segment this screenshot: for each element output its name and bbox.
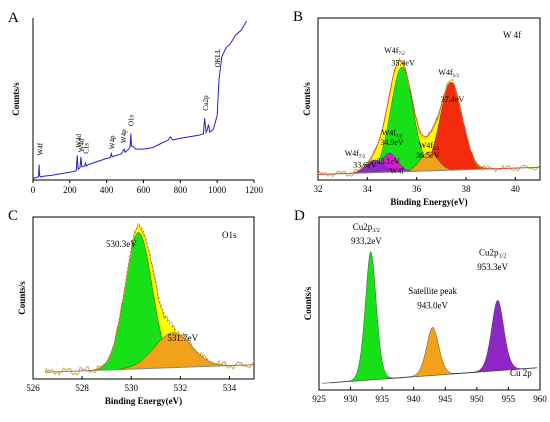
x-tick-label: 925 (312, 394, 326, 404)
x-tick-label: 32 (314, 184, 323, 194)
x-tick-label: 945 (439, 394, 453, 404)
peak-label: 37.4eV (441, 95, 465, 104)
peak-label: Cu2p1/2 (479, 247, 506, 259)
envelope-fit-line (318, 59, 540, 175)
panel-label: C (8, 208, 18, 224)
survey-spectrum-line (32, 20, 248, 179)
plot-frame (317, 17, 541, 181)
x-tick-label: 960 (533, 394, 547, 404)
peak-annotation: C1s (82, 143, 90, 154)
x-tick-label: 400 (100, 185, 114, 195)
plot-frame (32, 216, 255, 380)
panel-a-survey-spectrum: A0 200 400 600 800 1000 1200Counts/sW4fW4dW4dC… (8, 10, 264, 195)
x-tick-label: 38 (462, 184, 472, 194)
panel-label: A (8, 10, 19, 26)
y-axis-label: Counts/s (302, 82, 312, 116)
x-tick-label: 950 (470, 394, 484, 404)
x-tick-label: 526 (26, 383, 40, 393)
x-tick-label: 534 (223, 383, 237, 393)
fitted-peak-area (452, 300, 537, 375)
x-tick-label: 955 (502, 394, 516, 404)
peak-label: W4f7/2 (384, 46, 405, 57)
raw-data-line (44, 223, 255, 377)
peak-label: W4f7/2 (345, 149, 366, 160)
x-tick-label: 1200 (245, 185, 264, 195)
panel-b-w4f-spectrum: B 32 34 36 38 40 Binding Energy(eV) Counts/s W 4… (293, 9, 541, 207)
peak-label: W4f7/2 (382, 129, 403, 140)
fitted-peak-area (330, 251, 412, 383)
panel-label: D (294, 208, 305, 224)
peak-label: 943.0eV (417, 300, 448, 310)
peak-label: 36.5eV (416, 151, 440, 160)
peak-annotation: W4d (75, 133, 83, 147)
plot-frame (318, 216, 541, 391)
peak-label: 953.3eV (477, 262, 508, 272)
x-tick-label: 36 (412, 184, 422, 194)
x-tick-label: 800 (174, 185, 188, 195)
peak-annotation: Cu2p (202, 95, 210, 111)
x-tick-label: 528 (75, 383, 89, 393)
peak-label: 33.6eV (353, 160, 377, 169)
peak-label: 34.9eV (380, 138, 404, 147)
peak-label: Cu2p3/2 (353, 222, 380, 234)
peak-label: 35.4eV (391, 59, 415, 68)
panel-text: O1s (222, 230, 237, 240)
peak-label: 933.2eV (351, 236, 382, 246)
background-line (45, 364, 254, 373)
envelope-area (318, 60, 540, 175)
x-tick-label: 1000 (208, 185, 227, 195)
panel-label: B (293, 9, 303, 25)
x-tick-label: 34 (363, 184, 373, 194)
x-tick-label: 40 (511, 184, 521, 194)
fitted-peak-area (387, 327, 479, 379)
envelope-fit-line (45, 225, 254, 373)
raw-data-line (317, 57, 541, 178)
x-tick-label: 600 (137, 185, 151, 195)
y-axis-label: Counts/s (17, 281, 27, 315)
peak-label: 531.7eV (167, 333, 198, 343)
peak-label: 530.3eV (106, 239, 137, 249)
axis-frame (32, 18, 254, 181)
peak-annotation: W4p (120, 129, 128, 143)
peak-label: W4f (390, 167, 405, 176)
panel-d-cu2p-spectrum: D 925 930 935 940 945 950 955 960 Counts/s Cu 2p Cu… (294, 208, 547, 404)
peak-label: Satellite peak (408, 286, 457, 296)
x-tick-label: 200 (63, 185, 77, 195)
peak-annotation: O1s (128, 114, 136, 126)
x-axis-label: Binding Energy(eV) (390, 197, 467, 207)
panel-text: W 4f (503, 30, 521, 40)
peak-annotation: OKLL (214, 49, 222, 68)
x-tick-label: 940 (407, 394, 421, 404)
peak-label: 35.1eV (377, 157, 401, 166)
peak-annotation: W4f (36, 142, 44, 155)
x-tick-label: 530 (124, 383, 138, 393)
peak-label: W4f5/2 (438, 68, 459, 79)
x-tick-label: 930 (344, 394, 358, 404)
x-axis-label: Binding Energy(eV) (105, 396, 182, 406)
y-axis-label: Counts/s (11, 82, 21, 116)
panel-text: Cu 2p (510, 368, 532, 378)
x-tick-label: 0 (31, 185, 36, 195)
panel-c-o1s-spectrum: C 526 528 530 532 534 Binding Energy(eV) Counts… (8, 208, 255, 406)
peak-label: W4f5/2 (419, 141, 440, 152)
x-tick-label: 532 (174, 383, 188, 393)
x-tick-label: 935 (375, 394, 389, 404)
peak-annotation: W4d (78, 138, 86, 152)
y-axis-label: Counts/s (303, 286, 313, 320)
peak-annotation: W4p (108, 135, 116, 149)
